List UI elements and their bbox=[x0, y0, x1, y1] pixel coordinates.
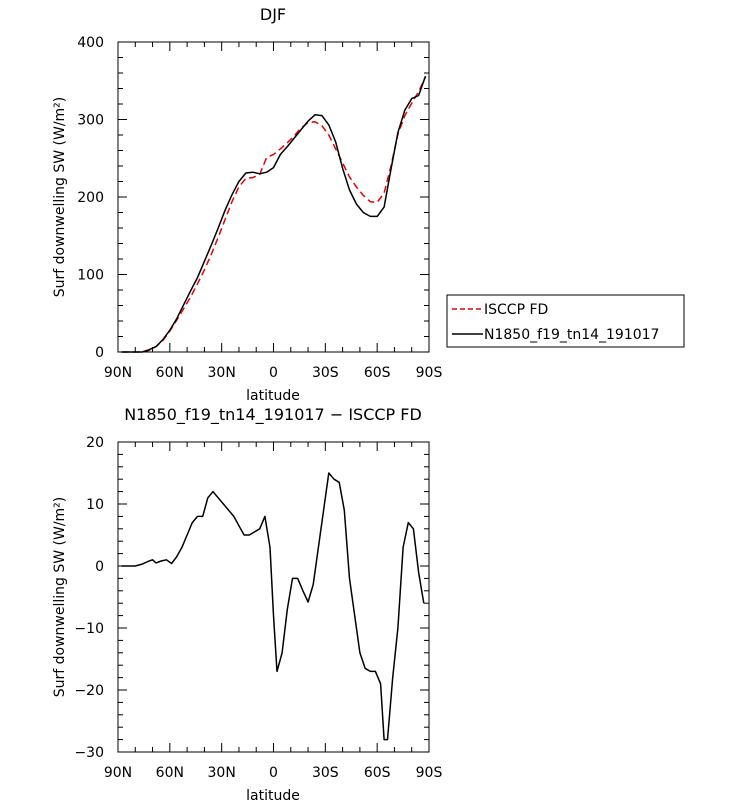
top-y-axis-label: Surf downwelling SW (W/m²) bbox=[52, 97, 68, 298]
bottom-x-axis-label: latitude bbox=[246, 788, 300, 804]
legend-label-isccp: ISCCP FD bbox=[484, 302, 548, 318]
top-x-tick-label: 30N bbox=[208, 365, 236, 381]
bottom-y-tick-label: 20 bbox=[86, 435, 104, 451]
top-x-axis-label: latitude bbox=[246, 388, 300, 404]
top-series-line-1 bbox=[121, 75, 427, 353]
legend-box bbox=[446, 294, 685, 348]
top-y-tick-label: 300 bbox=[77, 113, 104, 129]
bottom-y-tick-label: −30 bbox=[74, 745, 104, 761]
bottom-x-tick-label: 90N bbox=[104, 765, 132, 781]
bottom-x-tick-label: 60S bbox=[364, 765, 391, 781]
bottom-plot-area bbox=[121, 472, 425, 741]
bottom-y-axis-label: Surf downwelling SW (W/m²) bbox=[52, 497, 68, 698]
bottom-x-tick-label: 30N bbox=[208, 765, 236, 781]
top-x-tick-label: 90N bbox=[104, 365, 132, 381]
top-series-line-0 bbox=[121, 76, 427, 353]
top-y-tick-label: 0 bbox=[95, 345, 104, 361]
top-x-tick-label: 30S bbox=[312, 365, 339, 381]
top-y-tick-label: 200 bbox=[77, 190, 104, 206]
top-chart-title: DJF bbox=[260, 5, 286, 24]
top-axes: 90N 60N 30N 0 30S 60S 90S 0 100 200 300 400 bbox=[77, 35, 442, 381]
top-x-tick-label: 0 bbox=[269, 365, 278, 381]
bottom-chart: N1850_f19_tn14_191017 − ISCCP FD 90N 60N 3… bbox=[52, 405, 442, 804]
bottom-series-line-0 bbox=[121, 472, 425, 741]
top-plot-area bbox=[121, 75, 427, 353]
legend-label-model: N1850_f19_tn14_191017 bbox=[484, 327, 659, 343]
bottom-y-tick-label: 10 bbox=[86, 497, 104, 513]
top-x-tick-label: 60S bbox=[364, 365, 391, 381]
bottom-x-tick-label: 30S bbox=[312, 765, 339, 781]
bottom-y-tick-label: −10 bbox=[74, 621, 104, 637]
top-x-tick-label: 90S bbox=[416, 365, 443, 381]
bottom-y-tick-label: −20 bbox=[74, 683, 104, 699]
legend: ISCCP FD N1850_f19_tn14_191017 bbox=[446, 294, 685, 348]
bottom-x-tick-label: 60N bbox=[156, 765, 184, 781]
top-y-tick-label: 100 bbox=[77, 268, 104, 284]
bottom-y-tick-label: 0 bbox=[95, 559, 104, 575]
top-y-tick-label: 400 bbox=[77, 35, 104, 51]
top-chart: DJF 90N 60N 30N 0 30S 60S 90S 0 100 200 300 400 Sur… bbox=[52, 5, 685, 404]
top-x-tick-label: 60N bbox=[156, 365, 184, 381]
bottom-chart-title: N1850_f19_tn14_191017 − ISCCP FD bbox=[124, 405, 422, 425]
top-plot-frame bbox=[117, 41, 430, 353]
bottom-x-tick-label: 90S bbox=[416, 765, 443, 781]
bottom-x-tick-label: 0 bbox=[269, 765, 278, 781]
bottom-axes: 90N 60N 30N 0 30S 60S 90S −30 −20 −10 0 10 20 bbox=[74, 435, 442, 781]
